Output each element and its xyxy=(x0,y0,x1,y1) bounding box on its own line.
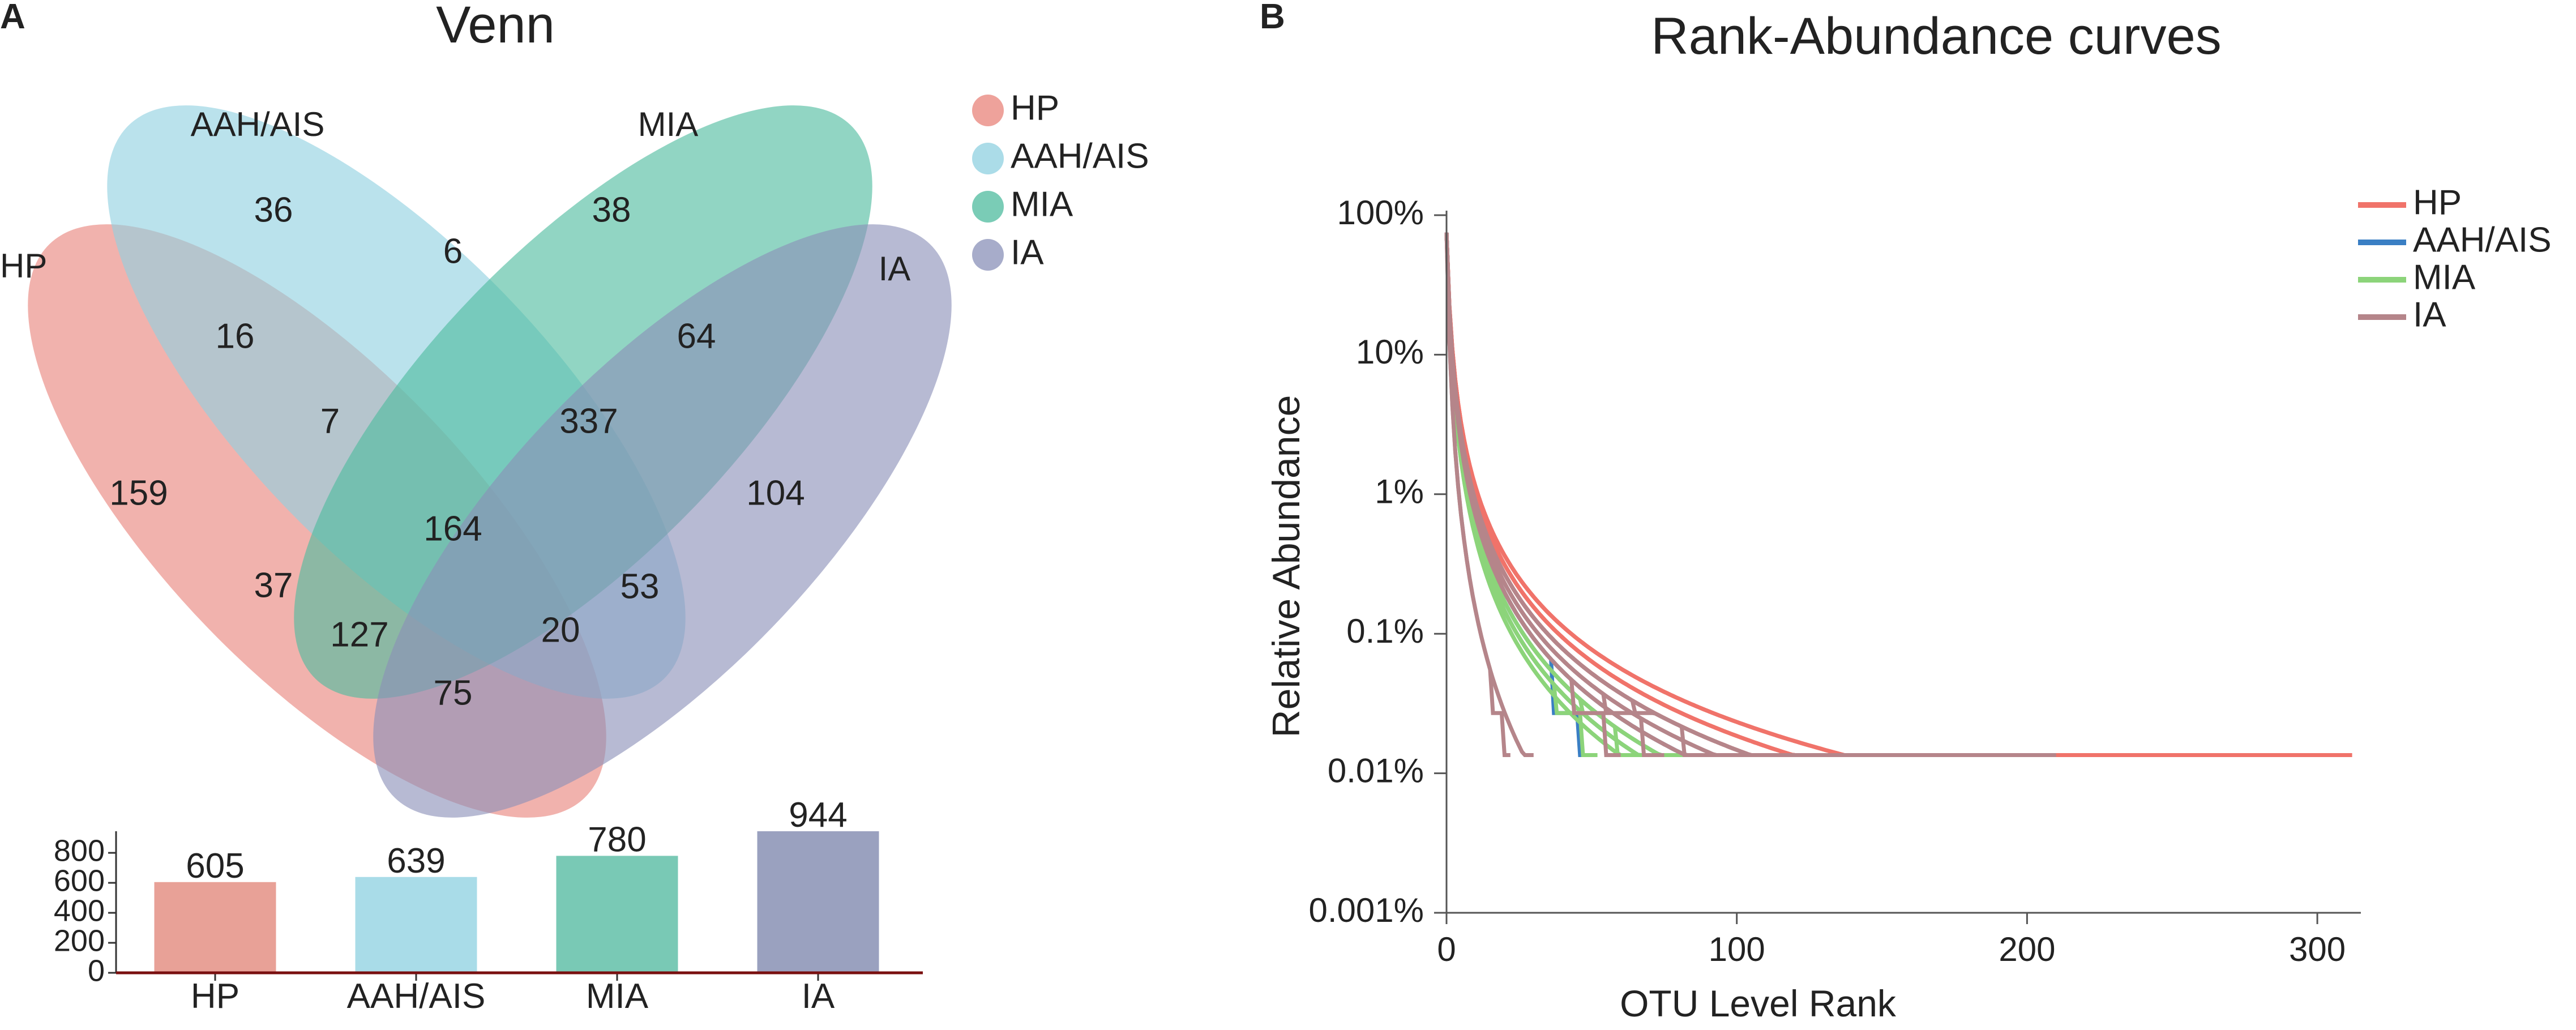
bar-y-tick-label: 800 xyxy=(54,834,105,867)
legend-marker-mia xyxy=(972,191,1004,223)
curve-ia xyxy=(1444,232,1621,757)
panel-a-letter: A xyxy=(0,0,25,36)
ra-legend-label-hp: HP xyxy=(2413,183,2462,222)
venn-title: Venn xyxy=(436,0,555,54)
curve-mia xyxy=(1444,232,1679,757)
bar-y-tick-label: 400 xyxy=(54,894,105,928)
venn-region-count: 164 xyxy=(423,509,482,548)
venn-set-label-hp: HP xyxy=(0,247,47,285)
bar-category-label: AAH/AIS xyxy=(347,977,486,1016)
ra-y-tick-label: 0.001% xyxy=(1309,891,1424,929)
ra-y-tick-label: 100% xyxy=(1337,194,1424,232)
rank-abundance-ylabel: Relative Abundance xyxy=(1265,395,1308,738)
venn-diagram xyxy=(28,105,952,818)
ra-y-tick-label: 0.1% xyxy=(1346,612,1424,650)
panel-b-letter: B xyxy=(1260,0,1285,36)
curve-hp xyxy=(1444,232,1972,757)
curve-ia xyxy=(1444,232,1984,757)
bar-value-label: 780 xyxy=(588,820,646,859)
bar-y-tick-label: 200 xyxy=(54,924,105,958)
curve-ia xyxy=(1444,232,1766,757)
curve-hp xyxy=(1444,232,2022,757)
bar-value-label: 605 xyxy=(186,847,244,886)
venn-legend: HP AAH/AIS MIA IA xyxy=(972,88,1149,272)
venn-set-label-ia: IA xyxy=(879,250,911,288)
venn-region-count: 127 xyxy=(330,615,388,654)
curve-hp xyxy=(1444,232,1946,757)
bar-y-tick-label: 600 xyxy=(54,864,105,897)
curve-aah-ais xyxy=(1444,232,2022,757)
bar-value-label: 639 xyxy=(387,841,445,881)
curve-ia xyxy=(1444,232,1882,757)
venn-region-counts: 36 38 6 16 64 7 337 159 104 164 37 53 127 20 75 xyxy=(109,190,805,712)
bar-y-tick-label: 0 xyxy=(88,954,105,988)
curve-ia xyxy=(1444,232,1940,757)
bar-hp xyxy=(154,882,276,973)
curve-mia xyxy=(1444,232,1911,757)
venn-region-count: 104 xyxy=(746,473,805,512)
curve-hp xyxy=(1444,232,2091,757)
curve-mia xyxy=(1444,232,1963,757)
ra-y-tick-label: 0.01% xyxy=(1328,751,1424,789)
ra-x-tick-label: 300 xyxy=(2289,930,2346,968)
curve-ia xyxy=(1444,232,1708,757)
venn-region-count: 36 xyxy=(254,190,293,229)
venn-region-count: 64 xyxy=(677,317,716,356)
curve-hp xyxy=(1444,232,2042,757)
venn-region-count: 16 xyxy=(216,317,255,356)
ra-y-tick-label: 1% xyxy=(1375,473,1424,511)
curve-aah-ais xyxy=(1444,232,1726,757)
legend-marker-ia xyxy=(972,239,1004,271)
venn-region-count: 37 xyxy=(254,566,293,605)
bar-mia xyxy=(556,856,678,973)
bar-category-label: MIA xyxy=(586,977,649,1016)
curve-aah-ais xyxy=(1444,232,1888,757)
curve-mia xyxy=(1444,232,1789,757)
curve-hp xyxy=(1444,232,1923,757)
venn-region-count: 20 xyxy=(541,610,580,649)
ra-x-tick-label: 0 xyxy=(1437,930,1456,968)
curve-mia xyxy=(1444,232,1853,757)
venn-region-count: 53 xyxy=(621,567,660,606)
curve-aah-ais xyxy=(1444,232,1809,757)
ra-legend-label-aah-ais: AAH/AIS xyxy=(2413,220,2552,259)
venn-region-count: 6 xyxy=(443,232,463,271)
venn-region-count: 38 xyxy=(592,190,631,229)
venn-ellipse-ia xyxy=(373,224,952,818)
curve-ia xyxy=(1444,232,1664,757)
ra-legend-label-ia: IA xyxy=(2413,295,2446,334)
venn-region-count: 75 xyxy=(434,673,473,712)
curve-ia xyxy=(1444,232,1510,757)
rank-abundance-axes: 100% 10% 1% 0.1% 0.01% 0.001% 0 100 200 300 xyxy=(1309,194,2361,968)
legend-label-aah-ais: AAH/AIS xyxy=(1011,136,1149,176)
rank-abundance-title: Rank-Abundance curves xyxy=(1651,7,2221,65)
venn-region-count: 7 xyxy=(320,401,340,441)
venn-region-count: 337 xyxy=(559,401,618,441)
legend-marker-aah-ais xyxy=(972,143,1004,174)
venn-region-count: 159 xyxy=(109,473,168,512)
bar-value-label: 944 xyxy=(789,796,847,835)
ra-legend-label-mia: MIA xyxy=(2413,258,2476,297)
venn-set-label-mia: MIA xyxy=(638,105,699,143)
legend-label-mia: MIA xyxy=(1011,185,1073,224)
rank-abundance-xlabel: OTU Level Rank xyxy=(1620,982,1897,1024)
curve-hp xyxy=(1444,232,1999,757)
legend-marker-hp xyxy=(972,95,1004,126)
bar-ia xyxy=(757,831,879,973)
bar-category-label: HP xyxy=(191,977,239,1016)
legend-label-ia: IA xyxy=(1011,233,1044,272)
venn-set-label-aah-ais: AAH/AIS xyxy=(191,105,325,143)
rank-abundance-curves xyxy=(1444,232,2352,757)
ra-y-tick-label: 10% xyxy=(1356,333,1424,371)
legend-label-hp: HP xyxy=(1011,88,1059,127)
bar-aah-ais xyxy=(355,877,477,973)
venn-set-labels: HP AAH/AIS MIA IA xyxy=(0,105,910,288)
ra-x-tick-label: 100 xyxy=(1709,930,1765,968)
ra-x-tick-label: 200 xyxy=(1999,930,2055,968)
bar-category-label: IA xyxy=(802,977,835,1016)
